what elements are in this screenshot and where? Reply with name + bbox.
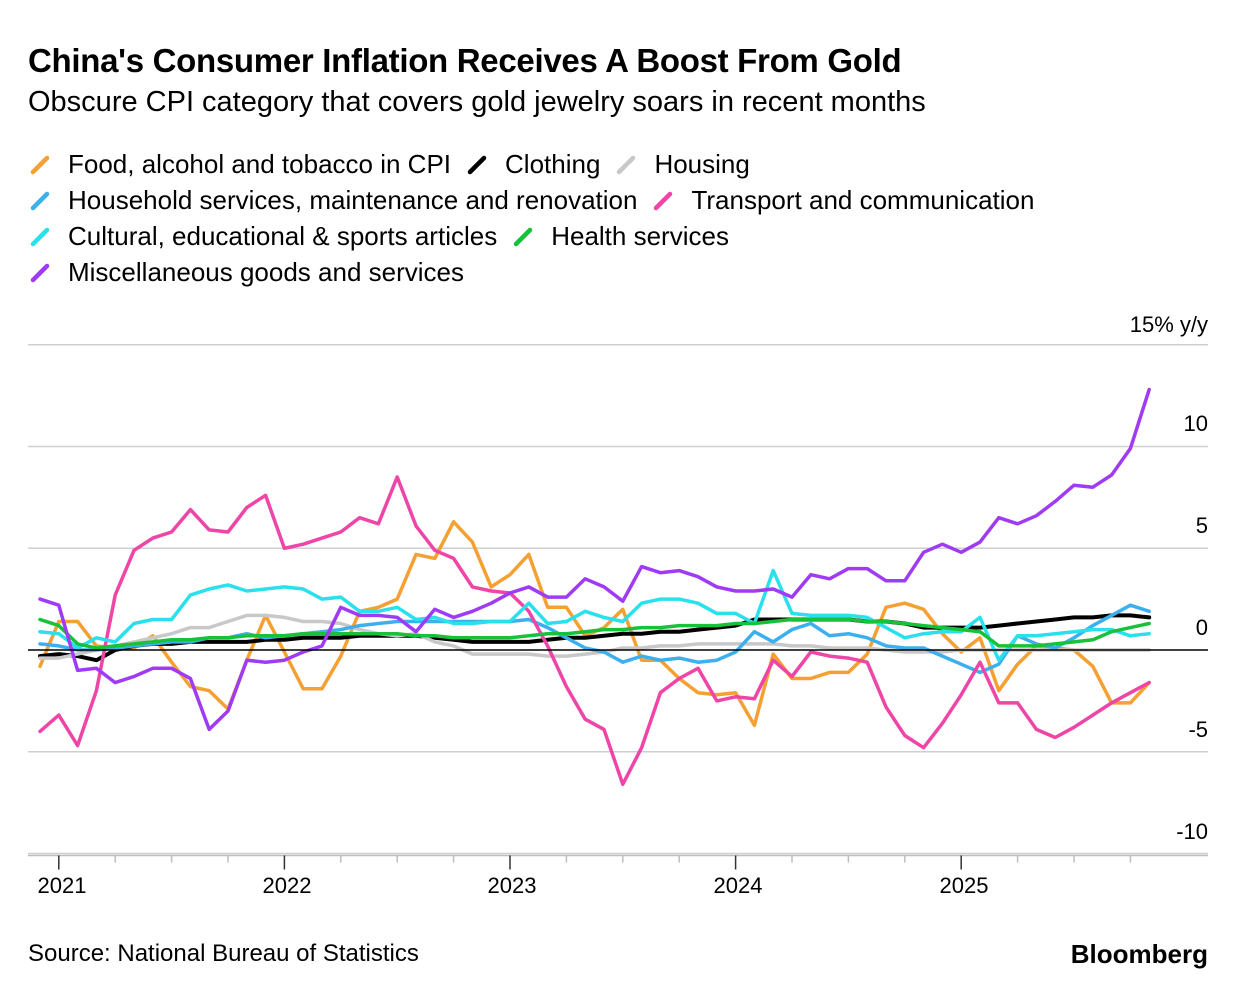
legend-item: Housing (614, 148, 750, 180)
legend-item: Household services, maintenance and reno… (28, 185, 637, 216)
x-tick-label: 2022 (262, 873, 312, 898)
legend-swatch-line (513, 227, 533, 247)
legend-label: Health services (551, 220, 729, 251)
legend-item: Food, alcohol and tobacco in CPI (28, 149, 451, 180)
legend-swatch-icon (617, 155, 636, 175)
legend-swatch-icon (654, 191, 673, 211)
y-tick-label: 10 (1183, 411, 1208, 436)
legend-row: Household services, maintenance and reno… (28, 182, 1048, 218)
legend-label: Cultural, educational & sports articles (68, 220, 498, 251)
legend: Food, alcohol and tobacco in CPI Clothin… (28, 146, 1048, 290)
y-tick-label: 15% y/y (1129, 312, 1208, 337)
legend-swatch-icon (30, 155, 50, 175)
legend-swatch-icon (513, 227, 533, 247)
series-line-4 (38, 475, 1151, 787)
legend-label: Transport and communication (691, 184, 1035, 215)
legend-swatch-line (30, 227, 50, 247)
legend-label: Miscellaneous goods and services (68, 256, 464, 287)
chart-subtitle: Obscure CPI category that covers gold je… (28, 86, 926, 118)
legend-swatch-line (30, 263, 50, 283)
bloomberg-logo: Bloomberg (1070, 939, 1208, 969)
legend-swatch-icon (467, 155, 487, 175)
legend-swatch-icon (30, 227, 50, 247)
x-tick-label: 2024 (713, 873, 763, 898)
legend-label: Housing (654, 148, 750, 179)
legend-item: Clothing (465, 149, 600, 180)
source-note: Source: National Bureau of Statistics (28, 940, 419, 967)
y-tick-label: 5 (1195, 513, 1208, 538)
legend-swatch-line (30, 191, 50, 211)
legend-item: Cultural, educational & sports articles (28, 221, 497, 252)
legend-swatch-line (654, 191, 673, 211)
legend-item: Miscellaneous goods and services (28, 257, 464, 288)
legend-label: Household services, maintenance and reno… (68, 184, 638, 215)
x-tick-label: 2025 (939, 873, 989, 898)
legend-label: Food, alcohol and tobacco in CPI (68, 148, 452, 179)
x-tick-label: 2021 (37, 873, 87, 898)
legend-item: Health services (511, 221, 729, 252)
legend-row: Miscellaneous goods and services (28, 254, 1048, 290)
series-line-7 (38, 387, 1151, 732)
y-tick-label: -5 (1188, 717, 1208, 742)
x-tick-label: 2023 (487, 873, 537, 898)
legend-swatch-line (617, 155, 636, 175)
chart-title: China's Consumer Inflation Receives A Bo… (28, 42, 902, 79)
legend-label: Clothing (505, 148, 601, 179)
legend-swatch-icon (30, 191, 50, 211)
series-line-6 (38, 617, 1151, 650)
legend-swatch-icon (30, 263, 50, 283)
legend-swatch-line (30, 155, 50, 175)
legend-row: Food, alcohol and tobacco in CPI Clothin… (28, 146, 1048, 182)
y-tick-label: 0 (1195, 615, 1208, 640)
legend-swatch-line (467, 155, 487, 175)
legend-row: Cultural, educational & sports articles … (28, 218, 1048, 254)
y-tick-label: -10 (1176, 819, 1208, 844)
legend-item: Transport and communication (651, 185, 1034, 216)
